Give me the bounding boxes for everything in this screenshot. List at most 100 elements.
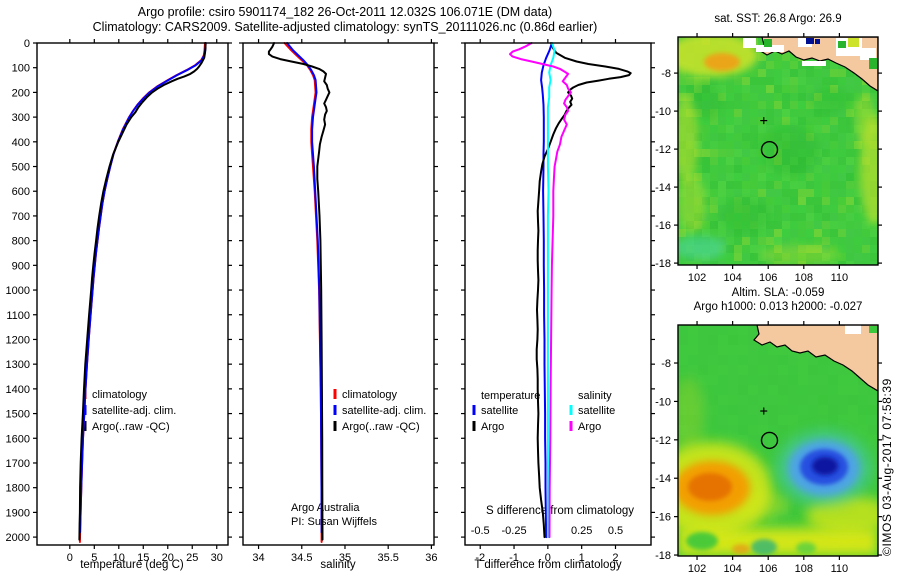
sea-pixel — [798, 415, 808, 425]
sea-pixel — [828, 365, 838, 375]
sea-pixel — [718, 181, 726, 189]
sea-pixel — [742, 101, 750, 109]
sea-pixel — [828, 405, 838, 415]
sea-pixel — [758, 229, 766, 237]
sea-pixel — [846, 205, 854, 213]
sea-pixel — [708, 405, 718, 415]
sea-pixel — [822, 117, 830, 125]
sea-pixel — [798, 101, 806, 109]
sea-pixel — [734, 165, 742, 173]
sea-pixel — [846, 149, 854, 157]
sea-pixel — [694, 149, 702, 157]
sea-pixel — [830, 261, 838, 265]
sea-pixel — [694, 125, 702, 133]
cloud-patch — [756, 45, 784, 52]
sea-pixel — [710, 205, 718, 213]
sea-pixel — [678, 229, 686, 237]
sea-pixel — [718, 165, 726, 173]
sea-pixel — [768, 485, 778, 495]
sla-map-title-line2: Argo h1000: 0.013 h2000: -0.027 — [694, 301, 863, 313]
sea-pixel — [766, 109, 774, 117]
sea-pixel — [854, 221, 862, 229]
sea-pixel — [766, 61, 774, 69]
sea-pixel — [750, 237, 758, 245]
tick-label: 110 — [831, 563, 849, 575]
sea-pixel — [710, 229, 718, 237]
sea-pixel — [790, 237, 798, 245]
sea-pixel — [710, 181, 718, 189]
sea-pixel — [814, 117, 822, 125]
sea-pixel — [718, 189, 726, 197]
tick-label: 1 — [579, 552, 585, 564]
sea-pixel — [862, 213, 870, 221]
sea-pixel — [768, 345, 778, 355]
sea-pixel — [838, 117, 846, 125]
sea-pixel — [846, 213, 854, 221]
sea-pixel — [798, 405, 808, 415]
legend-label-s-argo: Argo — [578, 421, 601, 433]
sea-pixel — [788, 385, 798, 395]
sea-pixel — [688, 335, 698, 345]
legend-label-satellite-adj: satellite-adj. clim. — [342, 405, 426, 417]
sea-pixel — [846, 69, 854, 77]
sea-pixel — [768, 435, 778, 445]
tick-label: 200 — [12, 87, 30, 99]
tick-label: 0 — [24, 38, 30, 50]
sea-pixel — [738, 425, 748, 435]
tick-label: 1000 — [6, 285, 30, 297]
legend-label-argo: Argo(..raw -QC) — [92, 421, 170, 433]
sea-pixel — [726, 253, 734, 261]
sea-pixel — [686, 77, 694, 85]
sea-pixel — [798, 355, 808, 365]
sea-pixel — [790, 77, 798, 85]
sea-pixel — [758, 197, 766, 205]
tick-label: 108 — [795, 563, 813, 575]
sea-pixel — [822, 221, 830, 229]
sea-pixel — [766, 213, 774, 221]
temperature-legend: climatology satellite-adj. clim. Argo(..… — [83, 389, 176, 433]
sea-pixel — [830, 157, 838, 165]
temperature-axis-box — [36, 42, 229, 546]
salinity-axis-box — [242, 42, 435, 546]
tick-label: -0.25 — [501, 525, 526, 537]
sea-pixel — [782, 237, 790, 245]
sea-pixel — [708, 415, 718, 425]
sea-pixel — [678, 253, 686, 261]
sea-pixel — [708, 325, 718, 335]
sst-cool-patch — [678, 236, 726, 260]
sea-pixel — [774, 77, 782, 85]
sea-pixel — [798, 395, 808, 405]
sea-pixel — [838, 405, 848, 415]
sea-pixel — [750, 125, 758, 133]
sea-pixel — [788, 395, 798, 405]
sea-pixel — [854, 197, 862, 205]
sea-pixel — [708, 355, 718, 365]
sea-pixel — [806, 213, 814, 221]
sea-pixel — [838, 157, 846, 165]
sea-pixel — [766, 93, 774, 101]
sea-pixel — [710, 149, 718, 157]
sea-pixel — [790, 109, 798, 117]
sea-pixel — [782, 197, 790, 205]
sea-pixel — [854, 229, 862, 237]
sea-pixel — [694, 229, 702, 237]
sea-pixel — [768, 415, 778, 425]
sea-pixel — [748, 405, 758, 415]
sea-pixel — [798, 229, 806, 237]
tick-label: S difference from climatology — [486, 505, 634, 517]
difference-panel: temperature satellite Argo salinity sate… — [461, 39, 655, 571]
tick-label: 25 — [186, 552, 198, 564]
sea-pixel — [806, 229, 814, 237]
sea-pixel — [782, 117, 790, 125]
sea-pixel — [822, 157, 830, 165]
salinity-axes-and-series: 34 34.5 35 35.5 36 — [239, 39, 438, 564]
sea-pixel — [738, 345, 748, 355]
sla-map-title-line1: Altim. SLA: -0.059 — [732, 287, 825, 299]
sea-pixel — [830, 213, 838, 221]
sea-pixel — [718, 149, 726, 157]
sea-pixel — [728, 365, 738, 375]
sea-pixel — [766, 173, 774, 181]
sea-pixel — [728, 345, 738, 355]
sea-pixel — [718, 77, 726, 85]
sea-pixel — [734, 109, 742, 117]
